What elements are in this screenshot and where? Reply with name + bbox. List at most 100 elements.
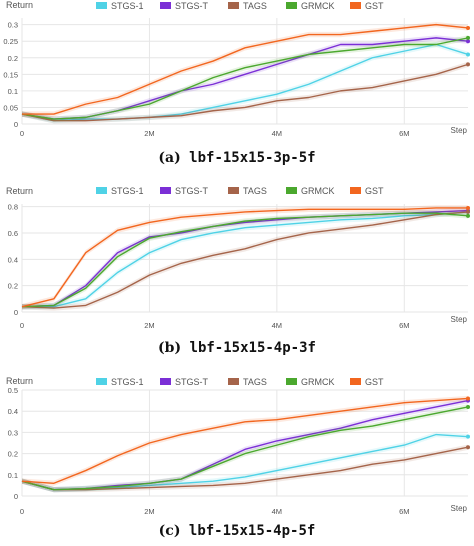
panel2-legend-swatch-gst <box>350 187 361 194</box>
panel1-ytick-2: 0.1 <box>8 87 18 96</box>
panel2-band-tags <box>22 209 468 311</box>
caption-c-letter: (c) <box>158 523 181 539</box>
panel3-legend-swatch-tags <box>228 378 239 385</box>
panel2-legend-swatch-tags <box>228 187 239 194</box>
panel3-band-stgs-1 <box>22 431 468 493</box>
panel1-band-stgs-1 <box>22 41 468 124</box>
panel1-end-stgs-t <box>466 39 470 44</box>
panel2-legend-label-tags: TAGS <box>243 186 267 196</box>
caption-a-letter: (a) <box>158 150 181 166</box>
panel1-end-stgs-1 <box>466 52 470 57</box>
panel3-end-stgs-1 <box>466 434 470 439</box>
caption-b-letter: (b) <box>158 340 182 356</box>
panel1-xtick-1: 2M <box>144 129 154 138</box>
panel2-legend-label-grmck: GRMCK <box>301 186 335 196</box>
caption-c-text: lbf-15x15-4p-5f <box>188 523 316 539</box>
panel3-legend-label-tags: TAGS <box>243 377 267 387</box>
panel2-legend-label-stgs-1: STGS-1 <box>111 186 144 196</box>
caption-a-text: lbf-15x15-3p-5f <box>189 150 316 166</box>
panel2-line-grmck <box>21 212 469 308</box>
panel1-end-tags <box>466 62 470 67</box>
panel2-ytick-1: 0.2 <box>8 282 18 291</box>
panel3-xtick-0: 0 <box>20 507 24 516</box>
panel3-xlabel: Step <box>451 504 468 513</box>
panel2-band-grmck <box>22 210 468 310</box>
panel3-legend-label-stgs-1: STGS-1 <box>111 377 144 387</box>
panel1-legend-swatch-gst <box>350 2 361 9</box>
panel1-legend-label-grmck: GRMCK <box>301 1 335 11</box>
panel1-line-grmck <box>21 37 469 120</box>
panel2-ytick-3: 0.6 <box>8 229 18 238</box>
panel2-legend-swatch-stgs-1 <box>96 187 107 194</box>
panel3-legend-swatch-gst <box>350 378 361 385</box>
panel3-end-gst <box>466 396 470 401</box>
panel2-xtick-3: 6M <box>399 321 409 330</box>
panel3-line-gst <box>21 397 469 484</box>
panel3-legend-swatch-stgs-1 <box>96 378 107 385</box>
panel3-line-grmck <box>21 406 469 491</box>
panel1-xtick-0: 0 <box>20 129 24 138</box>
panel1-ytick-5: 0.25 <box>3 37 18 46</box>
panel3-ytick-4: 0.4 <box>8 407 18 416</box>
panel1-band-gst <box>22 21 468 117</box>
panel1-ytick-6: 0.3 <box>8 21 18 30</box>
panel2-xtick-2: 4M <box>272 321 282 330</box>
panel3-ytick-3: 0.3 <box>8 428 18 437</box>
panel1-end-grmck <box>466 35 470 40</box>
panel2-line-gst <box>21 207 468 308</box>
panel1-line-stgs-1 <box>21 43 469 122</box>
panel3-legend-swatch-stgs-t <box>160 378 171 385</box>
panel3-band-gst <box>22 395 468 486</box>
panel2-xlabel: Step <box>451 315 468 324</box>
panel3-ytick-0: 0 <box>14 492 18 501</box>
panel1-xlabel: Step <box>451 126 468 135</box>
panel3-xtick-1: 2M <box>144 507 154 516</box>
panel2-legend-label-stgs-t: STGS-T <box>175 186 209 196</box>
panel2-xtick-1: 2M <box>144 321 154 330</box>
panel3-line-tags <box>21 446 469 491</box>
panel1-ytick-1: 0.05 <box>3 103 18 112</box>
caption-c: (c) lbf-15x15-4p-5f <box>0 523 474 539</box>
panel1-legend-label-stgs-1: STGS-1 <box>111 1 144 11</box>
panel3-legend-label-grmck: GRMCK <box>301 377 335 387</box>
panel1-xtick-3: 6M <box>399 129 409 138</box>
panel2-legend-swatch-stgs-t <box>160 187 171 194</box>
panel1-legend-swatch-grmck <box>286 2 297 9</box>
panel2-legend-swatch-grmck <box>286 187 297 194</box>
panel2-band-stgs-1 <box>22 209 468 310</box>
caption-a: (a) lbf-15x15-3p-5f <box>0 150 474 166</box>
panel2-end-tags <box>466 209 470 214</box>
caption-b: (b) lbf-15x15-4p-3f <box>0 340 474 356</box>
panel1-ylabel: Return <box>6 0 33 10</box>
panel1-xtick-2: 4M <box>272 129 282 138</box>
panel1-legend-label-gst: GST <box>365 1 384 11</box>
panel2-line-stgs-1 <box>22 211 469 308</box>
panel1-ytick-3: 0.15 <box>3 70 18 79</box>
panel2-legend-label-gst: GST <box>365 186 384 196</box>
panel1-legend-swatch-stgs-1 <box>96 2 107 9</box>
panel3-ytick-1: 0.1 <box>8 471 18 480</box>
caption-b-text: lbf-15x15-4p-3f <box>189 340 316 356</box>
panel3-band-grmck <box>22 404 468 493</box>
panel2-xtick-0: 0 <box>20 321 24 330</box>
panel2-end-grmck <box>466 213 470 218</box>
panel3-xtick-2: 4M <box>272 507 282 516</box>
panel1-line-gst <box>22 23 469 115</box>
panel3-ytick-2: 0.2 <box>8 450 18 459</box>
panel3-ytick-5: 0.5 <box>8 386 18 395</box>
panel2-ytick-0: 0 <box>14 308 18 317</box>
panel2-end-gst <box>466 205 470 210</box>
panel2-ytick-2: 0.4 <box>8 255 18 264</box>
panel3-legend-label-stgs-t: STGS-T <box>175 377 209 387</box>
panel1-legend-label-stgs-t: STGS-T <box>175 1 209 11</box>
panel1-legend-label-tags: TAGS <box>243 1 267 11</box>
panel3-end-grmck <box>466 404 470 409</box>
panel1-end-gst <box>466 25 470 30</box>
panel1-line-tags <box>21 63 469 122</box>
panel3-legend-swatch-grmck <box>286 378 297 385</box>
panel3-ylabel: Return <box>6 376 33 386</box>
panel2-ylabel: Return <box>6 186 33 196</box>
panel3-band-stgs-t <box>22 397 468 493</box>
panel3-legend-label-gst: GST <box>365 377 384 387</box>
